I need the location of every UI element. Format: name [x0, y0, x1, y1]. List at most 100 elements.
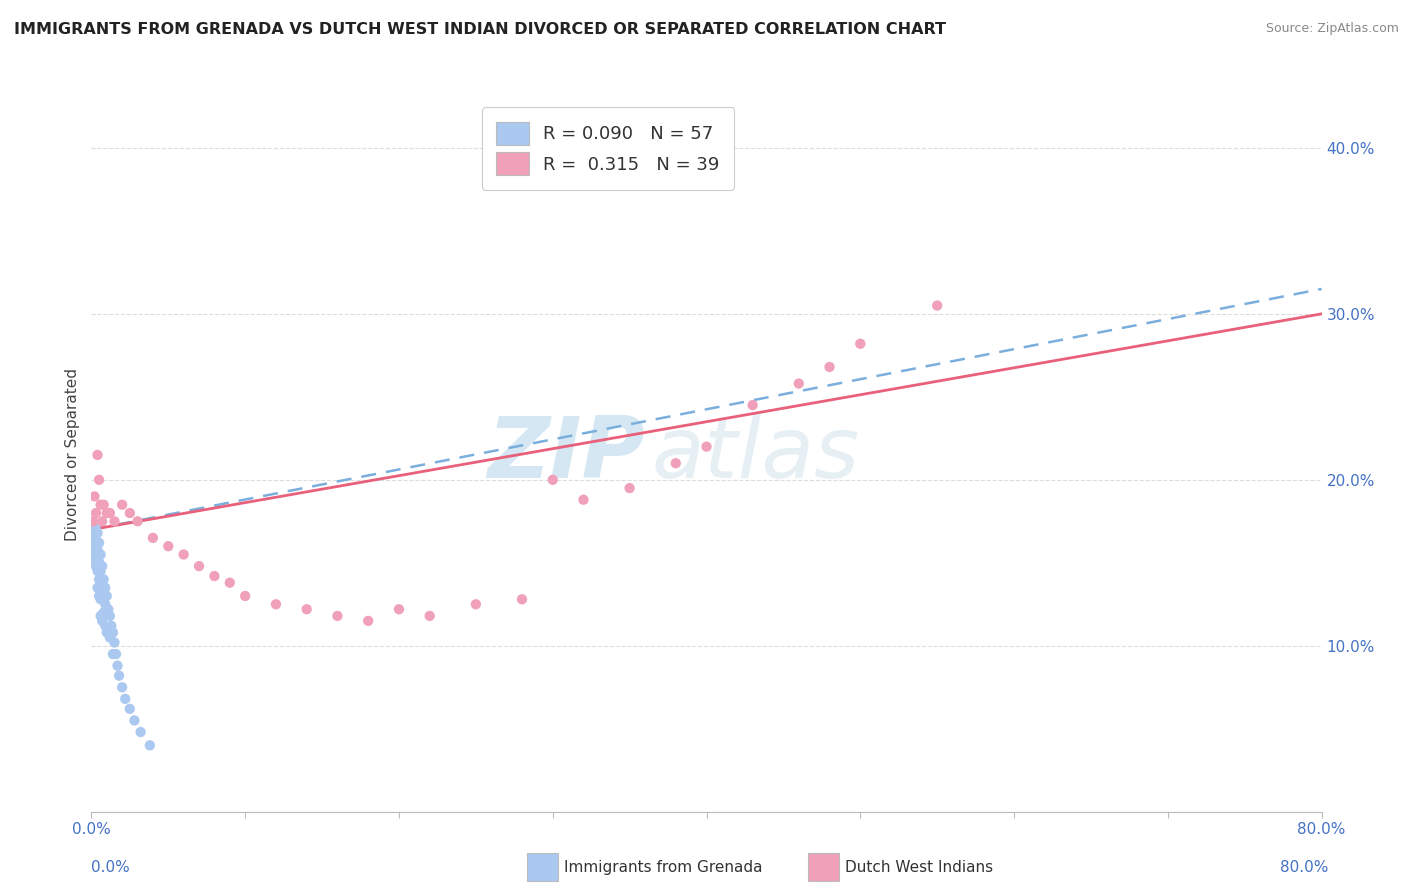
Point [357, 614, 380, 628]
Point [91, 614, 114, 628]
Point [927, 299, 949, 313]
Point [90, 548, 112, 562]
Point [105, 647, 127, 661]
Point [572, 492, 595, 507]
Point [90, 608, 112, 623]
Point [541, 473, 564, 487]
Point [93, 606, 115, 620]
Point [94, 581, 117, 595]
Point [87, 473, 110, 487]
Point [91, 575, 114, 590]
Point [103, 514, 125, 528]
Point [84, 531, 107, 545]
Point [139, 739, 162, 753]
Text: atlas: atlas [651, 413, 859, 497]
Point [98, 506, 121, 520]
Point [157, 539, 180, 553]
Point [91, 514, 114, 528]
Point [101, 647, 124, 661]
Point [96, 589, 118, 603]
Point [87, 589, 110, 603]
Point [388, 602, 411, 616]
Point [90, 592, 112, 607]
Point [84, 506, 107, 520]
Point [83, 490, 105, 504]
Text: IMMIGRANTS FROM GRENADA VS DUTCH WEST INDIAN DIVORCED OR SEPARATED CORRELATION C: IMMIGRANTS FROM GRENADA VS DUTCH WEST IN… [14, 22, 946, 37]
Point [83, 556, 105, 570]
Point [84, 536, 107, 550]
Point [98, 608, 121, 623]
Point [91, 559, 114, 574]
Point [94, 619, 117, 633]
Point [82, 531, 104, 545]
Point [510, 592, 533, 607]
Text: Dutch West Indians: Dutch West Indians [845, 860, 993, 874]
Point [295, 602, 318, 616]
Text: Source: ZipAtlas.com: Source: ZipAtlas.com [1265, 22, 1399, 36]
Point [86, 564, 108, 578]
Point [118, 702, 141, 716]
Point [97, 602, 120, 616]
Point [94, 597, 117, 611]
Point [107, 658, 129, 673]
Point [86, 448, 108, 462]
Y-axis label: Divorced or Separated: Divorced or Separated [65, 368, 80, 541]
Point [93, 589, 115, 603]
Point [82, 523, 104, 537]
Text: Immigrants from Grenada: Immigrants from Grenada [564, 860, 762, 874]
Point [96, 606, 118, 620]
Point [218, 575, 240, 590]
Legend: R = 0.090   N = 57, R =  0.315   N = 39: R = 0.090 N = 57, R = 0.315 N = 39 [482, 107, 734, 190]
Text: 80.0%: 80.0% [1281, 860, 1329, 874]
Point [87, 573, 110, 587]
Point [100, 619, 122, 633]
Point [90, 575, 112, 590]
Point [101, 625, 124, 640]
Point [849, 336, 872, 351]
Point [93, 498, 115, 512]
Point [111, 680, 134, 694]
Point [86, 548, 108, 562]
Point [233, 589, 256, 603]
Point [83, 539, 105, 553]
Point [118, 506, 141, 520]
Point [188, 559, 211, 574]
Point [97, 622, 120, 636]
Point [127, 514, 149, 528]
Point [129, 725, 152, 739]
Point [326, 608, 349, 623]
Point [98, 631, 121, 645]
Point [86, 525, 108, 540]
Point [87, 556, 110, 570]
Point [90, 498, 112, 512]
Point [111, 498, 134, 512]
Point [93, 573, 115, 587]
Point [202, 569, 225, 583]
Point [91, 592, 114, 607]
Point [741, 398, 763, 412]
Point [90, 564, 112, 578]
Point [103, 635, 125, 649]
Point [665, 456, 688, 470]
Point [87, 536, 110, 550]
Point [124, 714, 146, 728]
Point [142, 531, 165, 545]
Point [83, 519, 105, 533]
Point [787, 376, 810, 391]
Point [86, 542, 108, 557]
Point [87, 552, 110, 566]
Point [264, 597, 287, 611]
Text: ZIP: ZIP [488, 413, 645, 497]
Point [84, 523, 107, 537]
Point [818, 359, 841, 374]
Point [464, 597, 486, 611]
Point [173, 548, 195, 562]
Point [96, 625, 118, 640]
Point [86, 581, 108, 595]
Point [419, 608, 441, 623]
Text: 0.0%: 0.0% [91, 860, 131, 874]
Point [96, 506, 118, 520]
Point [619, 481, 641, 495]
Point [84, 559, 107, 574]
Point [82, 548, 104, 562]
